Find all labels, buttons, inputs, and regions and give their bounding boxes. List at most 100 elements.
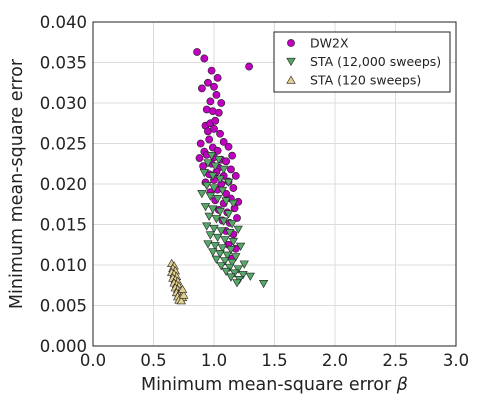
y-tick-label: 0.040 (40, 13, 87, 32)
circle-point (206, 97, 215, 106)
triangle-down-point (208, 248, 218, 257)
triangle-up-point (179, 290, 189, 299)
triangle-down-point (212, 194, 223, 204)
circle-point (199, 162, 208, 171)
triangle-down-point (215, 207, 225, 217)
circle-point (204, 78, 212, 87)
x-tick-label: 3.0 (443, 351, 469, 370)
series-triangle-down (197, 152, 269, 289)
triangle-down-point (226, 245, 236, 255)
data-points (166, 48, 269, 305)
triangle-down-point (231, 253, 241, 262)
triangle-down-point (233, 265, 243, 274)
legend: DW2X STA (12,000 sweeps) STA (120 sweeps) (273, 31, 451, 93)
triangle-down-point (217, 244, 228, 253)
triangle-down-point (208, 172, 218, 181)
x-tick-labels: 0.0 0.5 1.0 1.5 2.0 2.5 3.0 (80, 351, 469, 370)
triangle-down-point (210, 241, 220, 251)
circle-point (224, 142, 233, 151)
plot-frame (92, 21, 457, 347)
circle-point (212, 91, 221, 99)
circle-point (205, 135, 214, 144)
triangle-down-point (209, 184, 219, 193)
triangle-down-point (245, 272, 255, 281)
legend-label: STA (12,000 sweeps) (310, 54, 441, 69)
series-triangle-up (166, 258, 189, 305)
triangle-down-point (211, 215, 222, 224)
y-tick-label: 0.020 (40, 175, 87, 194)
circle-point (210, 125, 218, 133)
triangle-down-point (239, 260, 249, 269)
triangle-down-point (205, 231, 216, 240)
circle-point (193, 48, 201, 56)
x-axis-label-symbol: β (396, 375, 408, 395)
circle-point (213, 73, 222, 82)
triangle-up-point (177, 284, 188, 293)
circle-point (211, 116, 220, 125)
triangle-down-point (227, 258, 237, 268)
circle-point (210, 82, 218, 91)
y-tick-label: 0.035 (40, 54, 87, 73)
circle-point (233, 214, 241, 222)
x-tick-label: 2.0 (322, 351, 348, 370)
legend-label: STA (120 sweeps) (310, 73, 421, 88)
triangle-down-point (199, 169, 209, 178)
triangle-down-point (225, 263, 235, 272)
circle-point (214, 108, 223, 117)
triangle-down-point (203, 240, 213, 249)
y-tick-label: 0.005 (40, 297, 87, 316)
triangle-down-point (203, 159, 213, 168)
y-tick-label: 0.030 (40, 94, 87, 113)
triangle-down-point (208, 205, 218, 214)
triangle-down-point (228, 237, 239, 247)
triangle-up-point (176, 296, 186, 305)
triangle-down-point (210, 162, 220, 171)
triangle-down-point (216, 262, 226, 271)
circle-point (200, 54, 209, 63)
y-tick-label: 0.025 (40, 135, 87, 154)
triangle-down-point (226, 273, 236, 282)
triangle-down-point (227, 220, 237, 229)
triangle-down-point (214, 156, 224, 165)
circle-point (227, 165, 235, 174)
triangle-down-point (258, 280, 269, 289)
y-tick-label: 0.000 (40, 337, 87, 356)
triangle-down-point (206, 152, 217, 161)
legend-marker (286, 57, 296, 67)
legend-marker (286, 75, 296, 84)
circle-point (245, 62, 253, 71)
triangle-down-point (202, 222, 212, 231)
circle-point (195, 154, 204, 162)
y-tick-labels: 0.000 0.005 0.010 0.015 0.020 0.025 0.030 0.035… (40, 13, 87, 356)
triangle-down-point (200, 203, 211, 212)
circle-point (231, 171, 240, 180)
legend-box (273, 31, 451, 93)
triangle-down-point (221, 267, 231, 277)
triangle-down-point (219, 217, 229, 226)
circle-point (217, 99, 226, 107)
y-tick-label: 0.010 (40, 256, 87, 275)
circle-point (216, 129, 224, 138)
triangle-down-point (197, 190, 207, 199)
x-axis-label: Minimum mean-square error β (141, 375, 408, 395)
triangle-down-point (204, 212, 214, 221)
x-tick-label: 0.5 (140, 351, 166, 370)
triangle-down-point (205, 192, 216, 201)
legend-marker (287, 39, 295, 47)
triangle-down-point (233, 225, 243, 234)
triangle-down-point (211, 255, 222, 264)
triangle-down-point (223, 210, 234, 219)
x-axis-label-text: Minimum mean-square error (141, 375, 392, 395)
circle-point (222, 157, 230, 166)
x-tick-label: 1.5 (261, 351, 287, 370)
triangle-down-point (238, 271, 248, 280)
y-tick-label: 0.015 (40, 216, 87, 235)
circle-point (197, 84, 206, 93)
triangle-down-point (229, 269, 240, 278)
triangle-down-point (235, 242, 246, 251)
y-axis-label: Minimum mean-square error (7, 58, 27, 309)
x-tick-label: 1.0 (201, 351, 227, 370)
triangle-down-point (215, 175, 225, 184)
